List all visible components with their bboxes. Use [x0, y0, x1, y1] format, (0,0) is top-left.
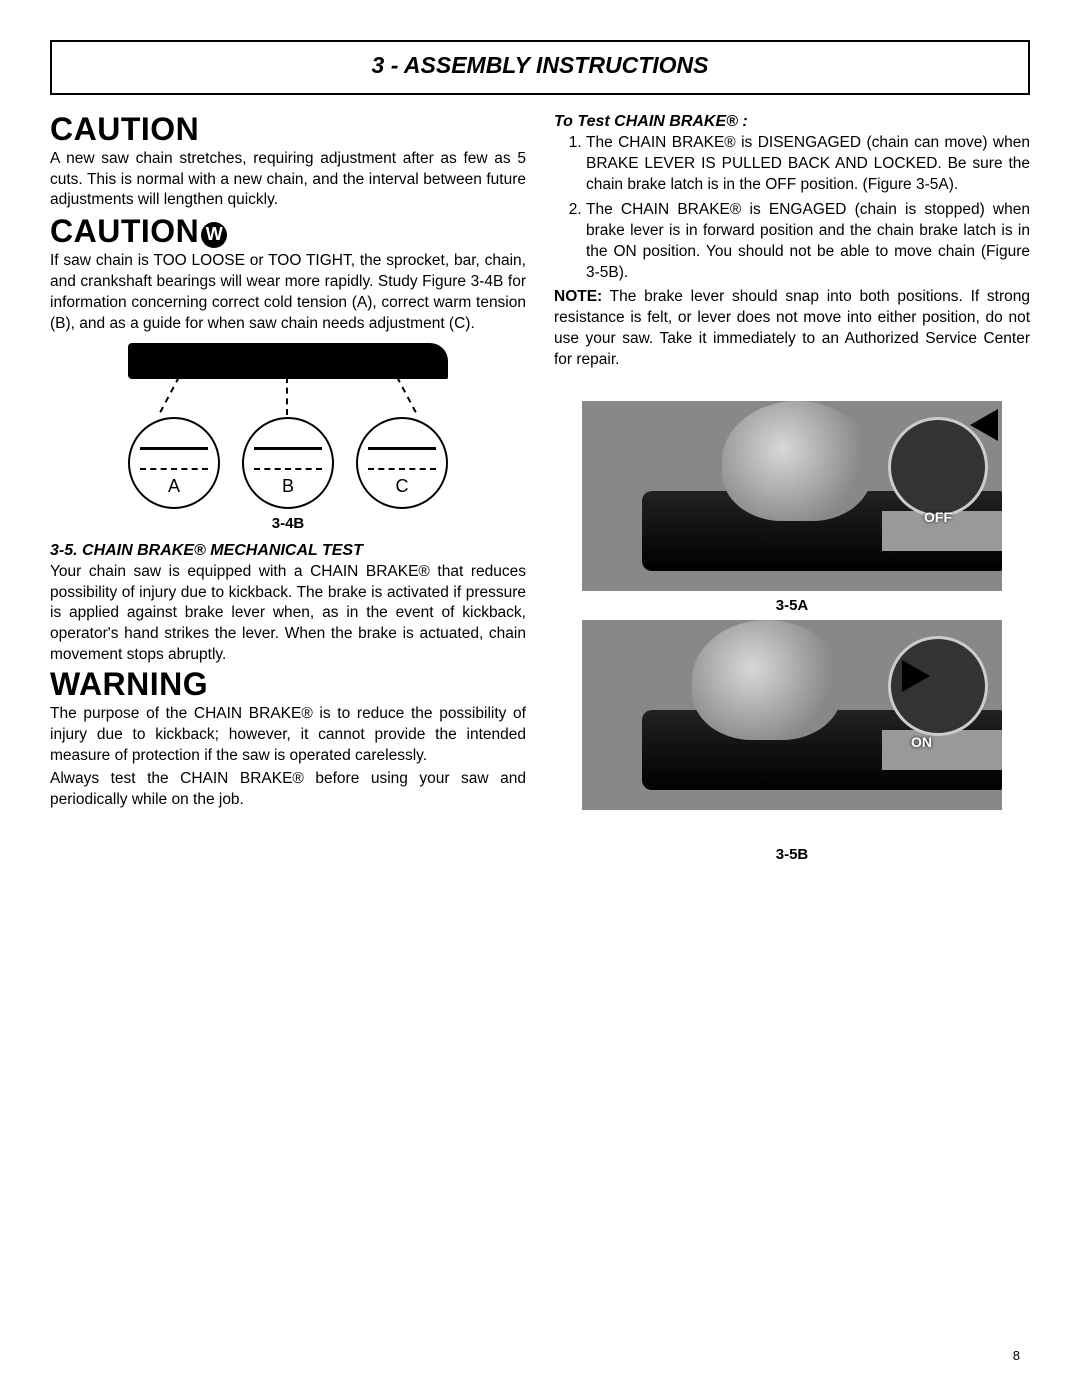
figure-callout-b: B	[242, 417, 334, 509]
caution-body-2: If saw chain is TOO LOOSE or TOO TIGHT, …	[50, 251, 526, 335]
warning-body-2: Always test the CHAIN BRAKE® before usin…	[50, 769, 526, 811]
figure-letter-c: C	[396, 476, 409, 497]
section-header-box: 3 - ASSEMBLY INSTRUCTIONS	[50, 40, 1030, 95]
test-step-1: The CHAIN BRAKE® is DISENGAGED (chain ca…	[586, 133, 1030, 196]
figure-3-5b-badge: ON	[911, 734, 932, 750]
figure-3-4b: A B C 3-4B	[128, 343, 448, 532]
warning-circle-icon: W	[201, 222, 227, 248]
section-header-title: 3 - ASSEMBLY INSTRUCTIONS	[372, 52, 709, 78]
section-3-5-title: 3-5. CHAIN BRAKE® MECHANICAL TEST	[50, 542, 526, 560]
note-body: The brake lever should snap into both po…	[554, 288, 1030, 368]
test-title: To Test CHAIN BRAKE® :	[554, 113, 1030, 131]
figure-callout-row: A B C	[128, 417, 448, 509]
test-step-2: The CHAIN BRAKE® is ENGAGED (chain is st…	[586, 200, 1030, 284]
arrow-left-icon	[970, 409, 998, 441]
caution-heading-2: CAUTION	[50, 213, 199, 249]
figure-3-5a-caption: 3-5A	[554, 597, 1030, 614]
figure-3-5a-photo: OFF	[582, 401, 1002, 591]
figure-3-5b-photo: ON	[582, 620, 1002, 810]
figure-letter-b: B	[282, 476, 294, 497]
warning-heading: WARNING	[50, 668, 526, 702]
section-3-5-body: Your chain saw is equipped with a CHAIN …	[50, 562, 526, 667]
figure-callout-c: C	[356, 417, 448, 509]
left-column: CAUTION A new saw chain stretches, requi…	[50, 113, 526, 863]
two-column-layout: CAUTION A new saw chain stretches, requi…	[50, 113, 1030, 863]
figure-3-4b-caption: 3-4B	[128, 515, 448, 532]
figure-letter-a: A	[168, 476, 180, 497]
figure-3-5a-badge: OFF	[924, 509, 952, 525]
figure-3-5b-caption: 3-5B	[554, 846, 1030, 863]
note-paragraph: NOTE: The brake lever should snap into b…	[554, 287, 1030, 371]
warning-body-1: The purpose of the CHAIN BRAKE® is to re…	[50, 704, 526, 767]
caution-heading-2-wrap: CAUTIONW	[50, 215, 526, 249]
caution-body-1: A new saw chain stretches, requiring adj…	[50, 149, 526, 212]
test-steps-list: The CHAIN BRAKE® is DISENGAGED (chain ca…	[554, 133, 1030, 283]
figure-saw-bar	[128, 343, 448, 379]
figure-callout-a: A	[128, 417, 220, 509]
note-label: NOTE:	[554, 288, 602, 305]
arrow-right-icon	[902, 660, 930, 692]
page-number: 8	[1013, 1348, 1020, 1363]
right-column: To Test CHAIN BRAKE® : The CHAIN BRAKE® …	[554, 113, 1030, 863]
caution-heading-1: CAUTION	[50, 113, 526, 147]
